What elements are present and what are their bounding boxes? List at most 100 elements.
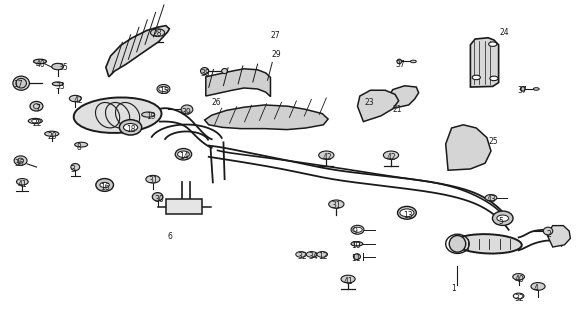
Ellipse shape [397, 206, 416, 219]
Text: 18: 18 [126, 125, 136, 134]
Circle shape [489, 42, 497, 46]
Circle shape [159, 86, 168, 92]
Ellipse shape [75, 142, 88, 147]
Text: 31: 31 [331, 201, 340, 210]
Text: 9: 9 [353, 227, 358, 236]
Circle shape [383, 151, 399, 159]
Ellipse shape [397, 59, 402, 64]
Text: 1: 1 [452, 284, 456, 293]
Polygon shape [205, 105, 328, 130]
Text: 42: 42 [322, 153, 332, 162]
Text: 13: 13 [403, 211, 412, 220]
Text: 7: 7 [35, 104, 40, 113]
Circle shape [123, 124, 138, 131]
Text: 41: 41 [344, 277, 353, 286]
Ellipse shape [142, 112, 155, 117]
Text: 39: 39 [181, 108, 191, 116]
Ellipse shape [455, 234, 522, 253]
Text: 14: 14 [179, 152, 189, 161]
Circle shape [513, 293, 524, 299]
Circle shape [472, 75, 480, 80]
Circle shape [354, 242, 360, 245]
Ellipse shape [543, 227, 553, 235]
Circle shape [485, 195, 497, 201]
Ellipse shape [45, 131, 59, 136]
Circle shape [151, 29, 165, 36]
Text: 20: 20 [47, 132, 56, 140]
Ellipse shape [28, 118, 42, 124]
Circle shape [341, 275, 355, 283]
Circle shape [513, 274, 524, 280]
Ellipse shape [157, 84, 170, 93]
Polygon shape [358, 90, 399, 122]
Circle shape [16, 179, 28, 185]
Text: 28: 28 [153, 29, 162, 38]
Ellipse shape [181, 105, 193, 114]
Text: 5: 5 [499, 217, 503, 226]
Text: 25: 25 [488, 137, 497, 146]
Polygon shape [388, 86, 419, 109]
Text: 4: 4 [534, 284, 539, 293]
Ellipse shape [201, 68, 209, 75]
Ellipse shape [14, 156, 27, 165]
Ellipse shape [34, 59, 46, 64]
Ellipse shape [96, 179, 113, 191]
Ellipse shape [492, 211, 513, 226]
Text: 30: 30 [154, 195, 164, 204]
Circle shape [296, 252, 306, 257]
Ellipse shape [13, 76, 29, 90]
Ellipse shape [351, 225, 364, 234]
Circle shape [490, 76, 498, 81]
Bar [166, 199, 202, 214]
Text: 23: 23 [365, 98, 374, 107]
Ellipse shape [351, 242, 363, 246]
Ellipse shape [353, 254, 360, 260]
Ellipse shape [152, 193, 163, 201]
Circle shape [400, 209, 414, 217]
Text: 8: 8 [76, 143, 81, 152]
Ellipse shape [119, 120, 142, 135]
Circle shape [319, 151, 334, 159]
Text: 12: 12 [319, 252, 328, 261]
Circle shape [100, 182, 109, 188]
Text: 29: 29 [272, 50, 281, 59]
Text: 42: 42 [387, 153, 396, 162]
Circle shape [178, 151, 189, 157]
Text: 32: 32 [297, 252, 306, 261]
Text: 24: 24 [500, 28, 509, 37]
Text: 37: 37 [517, 86, 527, 95]
Ellipse shape [222, 68, 228, 74]
Ellipse shape [175, 148, 192, 160]
Text: 35: 35 [59, 63, 69, 72]
Text: 3: 3 [71, 165, 75, 174]
Circle shape [497, 215, 509, 221]
Text: 6: 6 [168, 232, 172, 241]
Text: 37: 37 [395, 60, 405, 68]
Text: 17: 17 [13, 80, 22, 89]
Circle shape [32, 119, 39, 123]
Text: 34: 34 [309, 252, 319, 261]
Polygon shape [206, 69, 270, 97]
Text: 33: 33 [56, 82, 66, 91]
Text: 26: 26 [212, 98, 221, 107]
Circle shape [531, 283, 545, 290]
Polygon shape [547, 226, 570, 247]
Ellipse shape [30, 101, 43, 111]
Text: 22: 22 [32, 119, 42, 128]
Text: 41: 41 [18, 180, 27, 188]
Ellipse shape [52, 82, 63, 86]
Text: 19: 19 [146, 112, 155, 121]
Polygon shape [446, 125, 491, 170]
Text: 21: 21 [393, 105, 402, 114]
Polygon shape [106, 26, 169, 77]
Ellipse shape [16, 78, 26, 88]
Circle shape [317, 252, 328, 257]
Ellipse shape [410, 60, 416, 63]
Ellipse shape [449, 236, 466, 252]
Text: 32: 32 [514, 294, 524, 303]
Text: 15: 15 [159, 87, 168, 96]
Text: 38: 38 [200, 69, 209, 78]
Text: 40: 40 [35, 60, 45, 68]
Text: 27: 27 [270, 31, 280, 40]
Circle shape [69, 95, 81, 102]
